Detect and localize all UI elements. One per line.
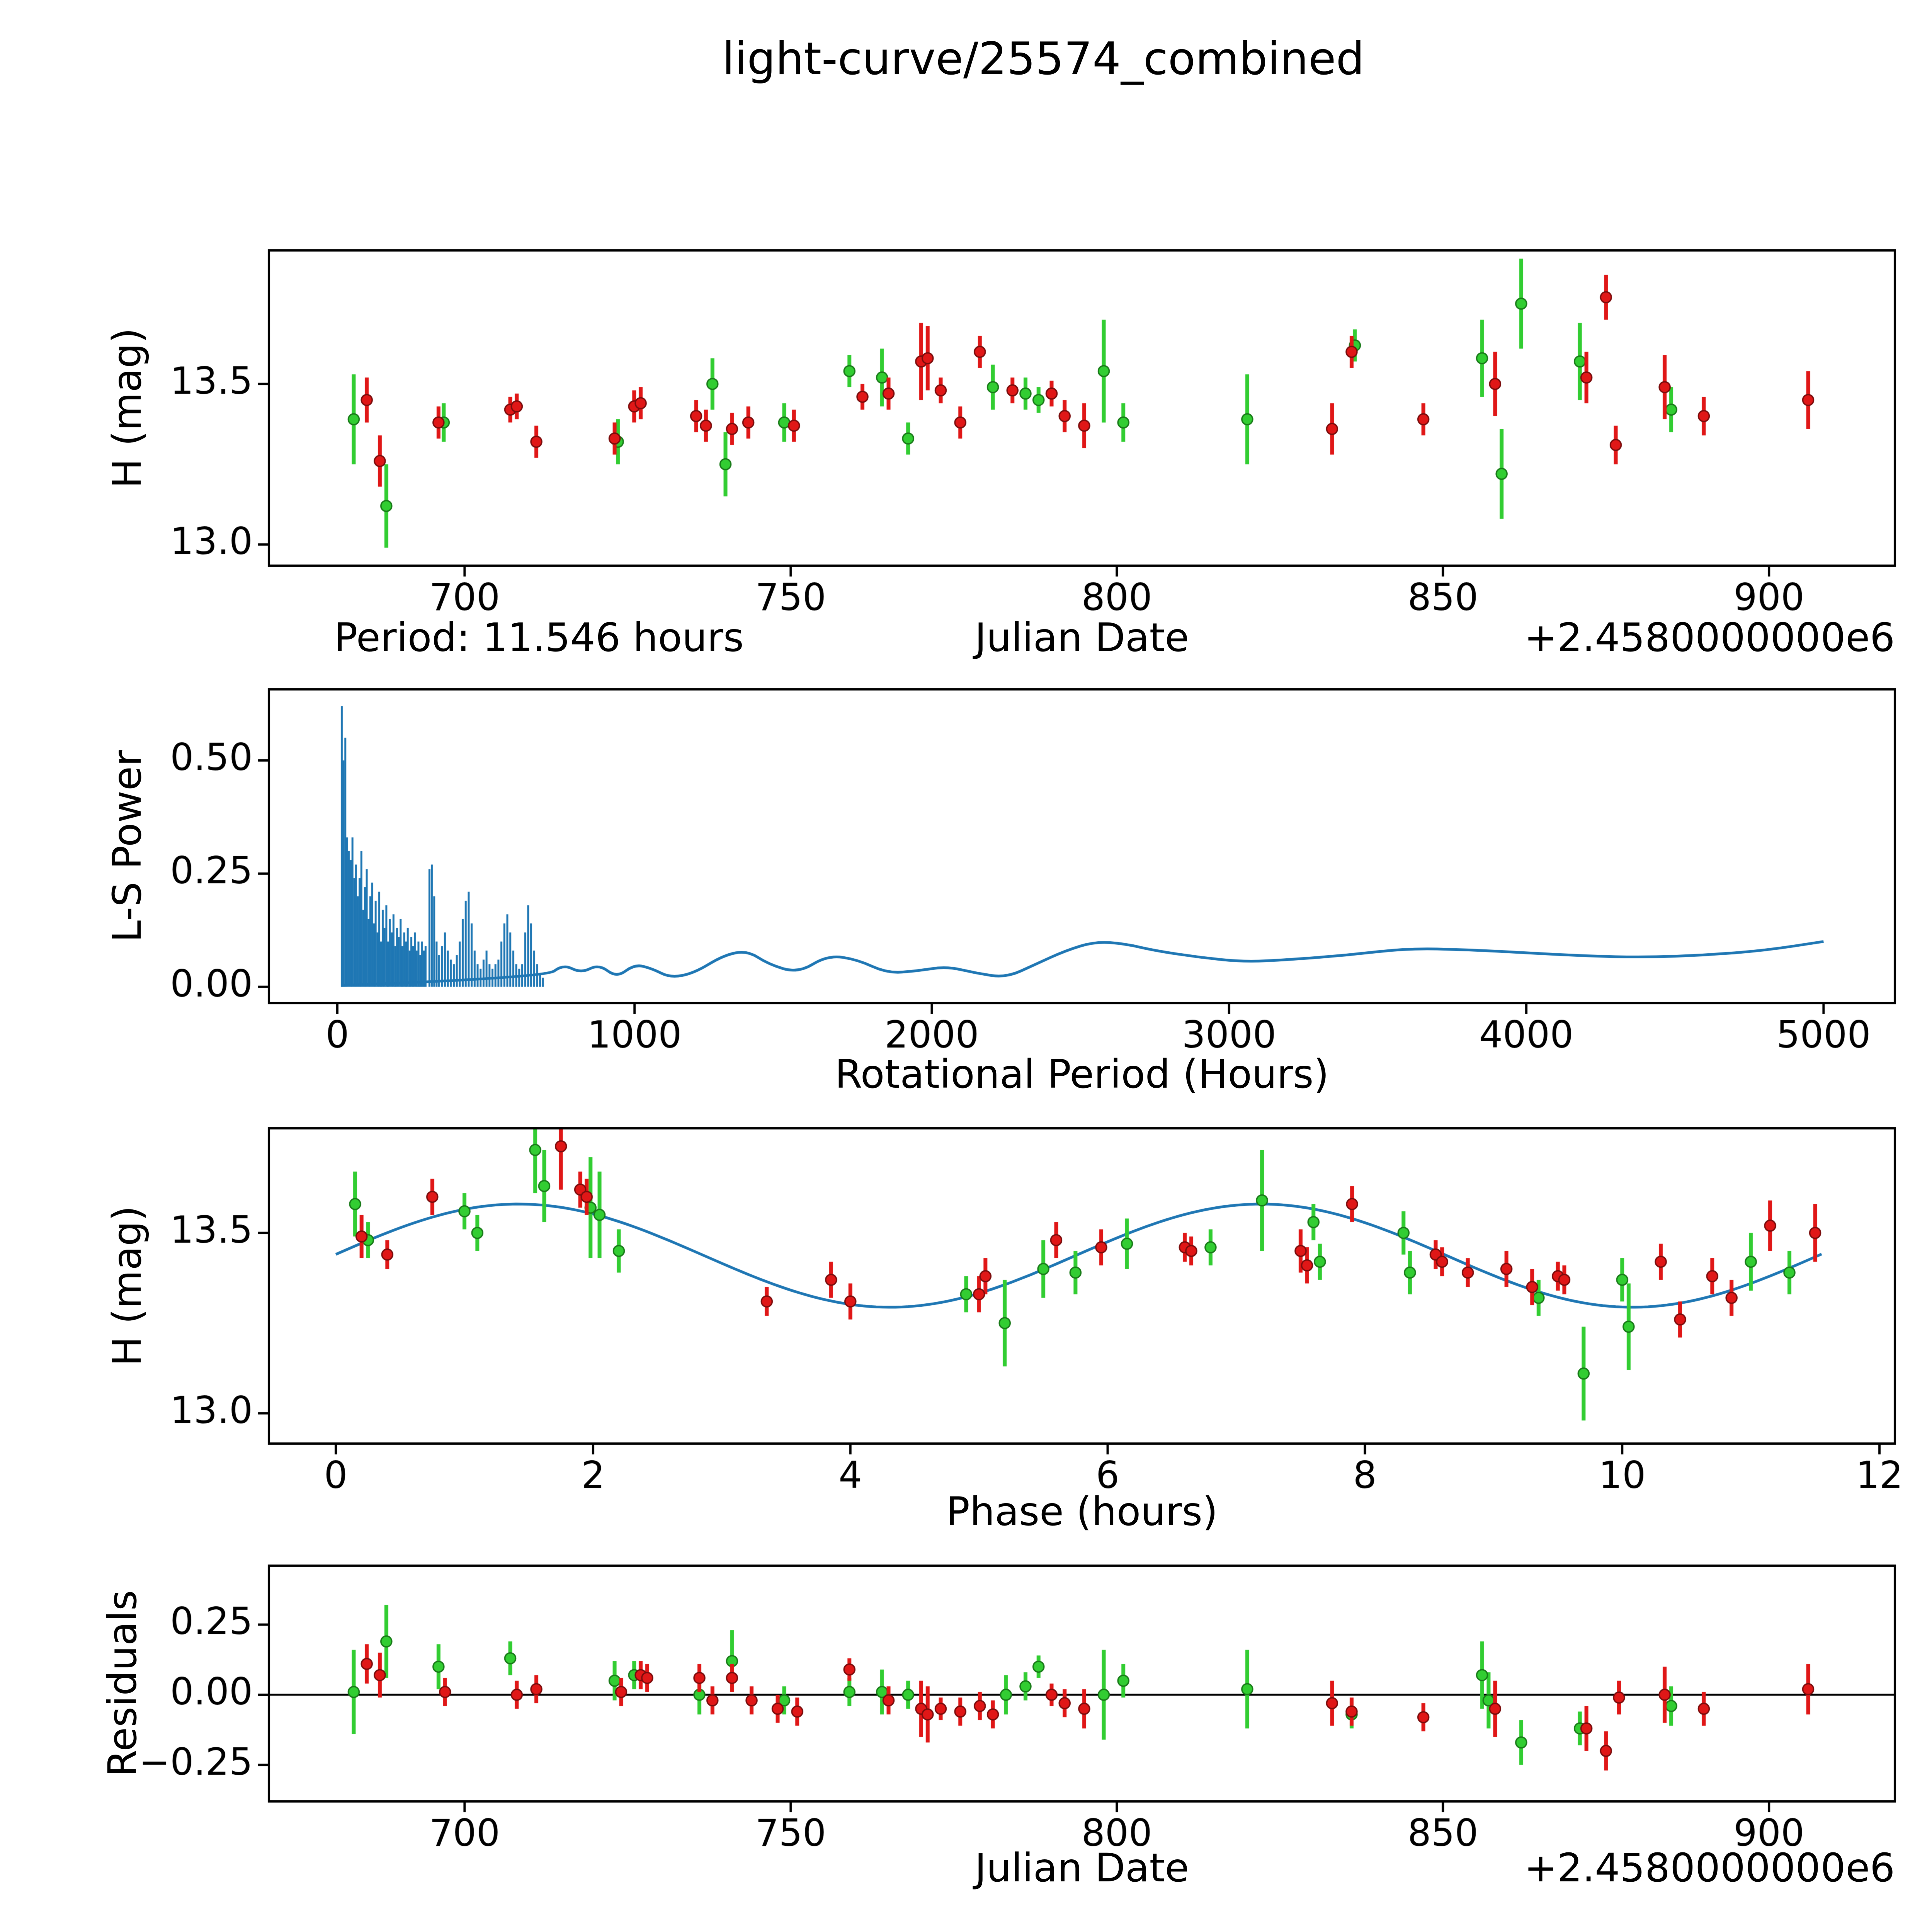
period-annotation: Period: 11.546 hours — [334, 615, 744, 661]
x-axis-label-julian-date-top: Julian Date — [975, 615, 1189, 661]
x-axis-label-phase: Phase (hours) — [946, 1489, 1218, 1535]
y-axis-label-residuals: Residuals — [100, 1590, 146, 1777]
y-axis-label-ls-power: L-S Power — [104, 750, 150, 942]
y-axis-label-h-mag-phase: H (mag) — [104, 1206, 150, 1366]
x-axis-label-rotational-period: Rotational Period (Hours) — [835, 1051, 1329, 1097]
y-axis-label-h-mag-top: H (mag) — [104, 328, 150, 488]
x-axis-label-julian-date-bottom: Julian Date — [975, 1845, 1189, 1891]
x-axis-offset-top: +2.4580000000e6 — [1524, 615, 1895, 661]
x-axis-offset-bottom: +2.4580000000e6 — [1524, 1845, 1895, 1891]
figure-title: light-curve/25574_combined — [722, 33, 1365, 85]
